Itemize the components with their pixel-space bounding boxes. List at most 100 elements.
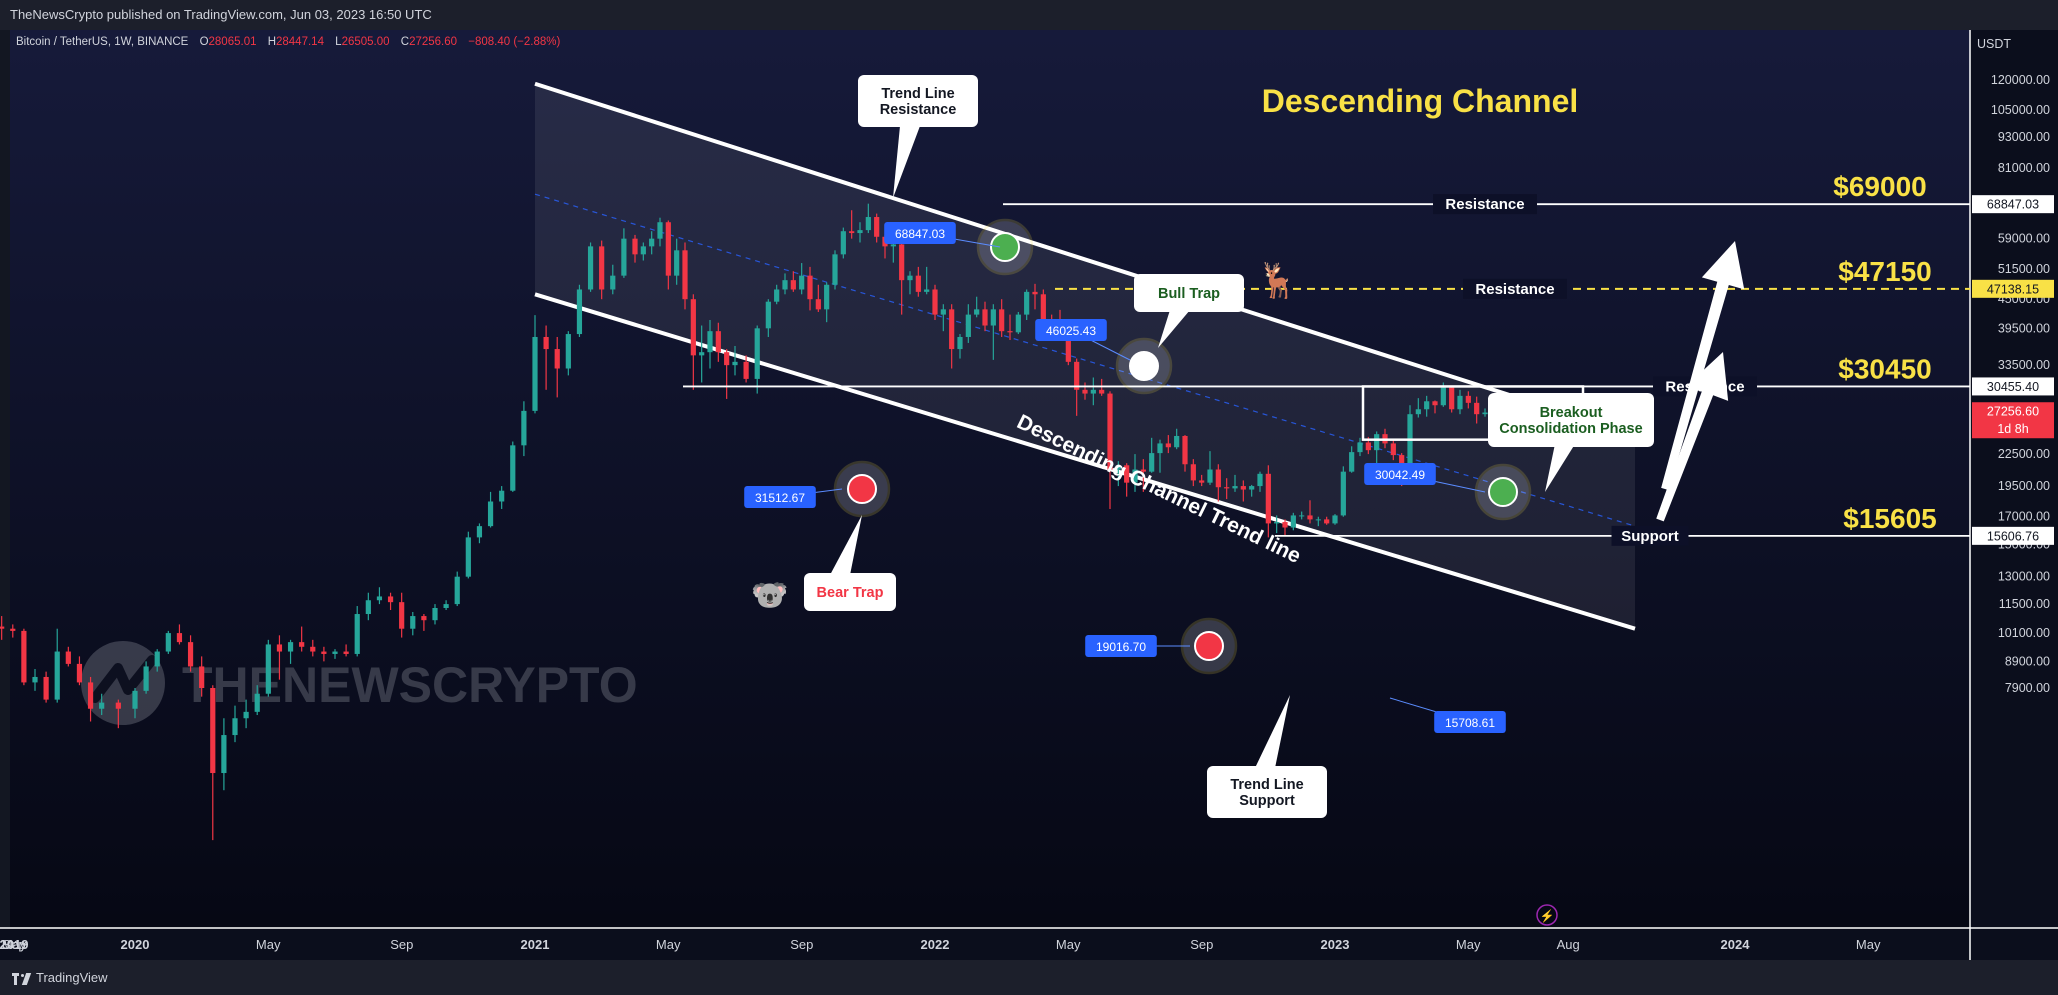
low-value: 26505.00 [341,36,390,48]
candle-body [187,642,194,667]
trend-support-callout-box [1207,766,1327,818]
candle-body [443,604,449,609]
time-axis-tick: May [2,937,27,952]
price-axis-tag: 47138.15 [1987,282,2039,296]
candle-body [165,633,171,652]
breakout-callout-text: Breakout [1540,405,1603,421]
close-value: 27256.60 [409,36,458,48]
candle-body [699,352,705,356]
footer-brand[interactable]: TradingView [36,970,108,985]
candle-body [857,230,863,234]
breakout-callout-box [1488,393,1654,447]
candle-body [310,646,316,652]
price-axis-tick: 39500.00 [1998,321,2050,335]
candle-body [1074,361,1080,390]
time-axis-tick: 2024 [1721,937,1751,952]
candle-body [1015,314,1021,333]
open-label: O [199,36,209,48]
candle-body [665,222,671,276]
candle-body [632,238,638,255]
time-axis-tick: May [1456,937,1481,952]
candle-body [1082,389,1088,394]
price-chart[interactable]: THENEWSCRYPTO Resistance $69000 Resistance… [0,30,2058,960]
candle-body [1315,519,1321,521]
candle-body [199,666,205,688]
price-axis-tag: 15606.76 [1987,529,2039,543]
level-price-label: $30450 [1838,353,1931,384]
trend-support-callout-text: Support [1239,793,1295,809]
candle-body [899,244,905,281]
candle-body [321,651,327,654]
price-axis-tick: 93000.00 [1998,130,2050,144]
price-label-bg [744,486,816,508]
breakout-callout-tail [1545,444,1575,492]
open-value: 28065.01 [208,36,257,48]
candle-body [1340,471,1346,516]
price-axis-tag: 27256.60 [1987,405,2039,419]
price-axis-tick: 120000.00 [1991,73,2050,87]
bull-trap-callout-tail [1158,310,1190,348]
candle-body [1349,452,1355,472]
candle-body [1199,480,1205,483]
candle-body [932,289,938,315]
candle-body [1407,414,1413,474]
symbol-title: Bitcoin / TetherUS, 1W, BINANCE [16,36,189,48]
ath-marker [990,232,1020,262]
time-axis-tick: 2020 [121,937,150,952]
plot-background [10,30,1970,928]
candle-body [299,642,305,647]
candle-body [915,275,921,292]
level-label: Resistance [1475,281,1554,298]
price-axis-unit: USDT [1977,37,2011,51]
candle-body [343,651,349,654]
candle-body [974,309,980,315]
candle-body [682,250,688,300]
price-axis-tick: 8900.00 [2005,654,2050,668]
candle-body [1265,473,1271,524]
candle-body [465,537,471,577]
level-price-label: $69000 [1833,171,1926,202]
candle-body [1274,522,1280,524]
channel-fill [535,83,1635,629]
candle-body [1207,469,1213,483]
watermark-logo-bolt [90,655,157,703]
candle-body [1424,401,1430,410]
candle-body [143,666,149,691]
candle-body [707,331,713,353]
price-axis-tag: 30455.40 [1987,380,2039,394]
candle-body [1415,409,1421,415]
candle-body [243,711,249,719]
bull-trap-marker [1129,351,1159,381]
candle-body [99,702,105,709]
candle-body [1240,486,1246,490]
candle-body [1107,393,1113,470]
candle-body [924,289,930,292]
candle-body [865,217,871,231]
price-axis-tick: 7900.00 [2005,681,2050,695]
bull-trap-callout-text: Bull Trap [1158,286,1220,302]
candle-body [1299,515,1305,517]
trend-resistance-callout-text: Trend Line [881,86,954,102]
candle-body [674,250,680,276]
candle-body [65,651,71,664]
trend-support-callout-text: Trend Line [1230,777,1303,793]
candle-body [287,642,294,652]
candle-body [210,688,216,774]
price-label-bg [1434,711,1506,733]
candle-body [724,352,730,366]
candle-body [782,280,788,290]
price-axis-countdown: 1d 8h [1997,422,2028,436]
time-axis-tick: May [256,937,281,952]
candle-body [890,244,896,247]
candle-body [1099,389,1105,394]
candle-body [824,284,830,310]
candle-body [132,690,138,709]
breakout-arrow-lower [1656,352,1729,522]
candle-body [1432,401,1438,406]
candle-body [807,275,813,300]
price-label-bg [1035,319,1107,341]
breakout-arrow-upper [1661,241,1745,491]
publish-info: TheNewsCrypto published on TradingView.c… [10,7,432,22]
level-label-bg [1611,525,1689,546]
candle-body [576,289,583,335]
